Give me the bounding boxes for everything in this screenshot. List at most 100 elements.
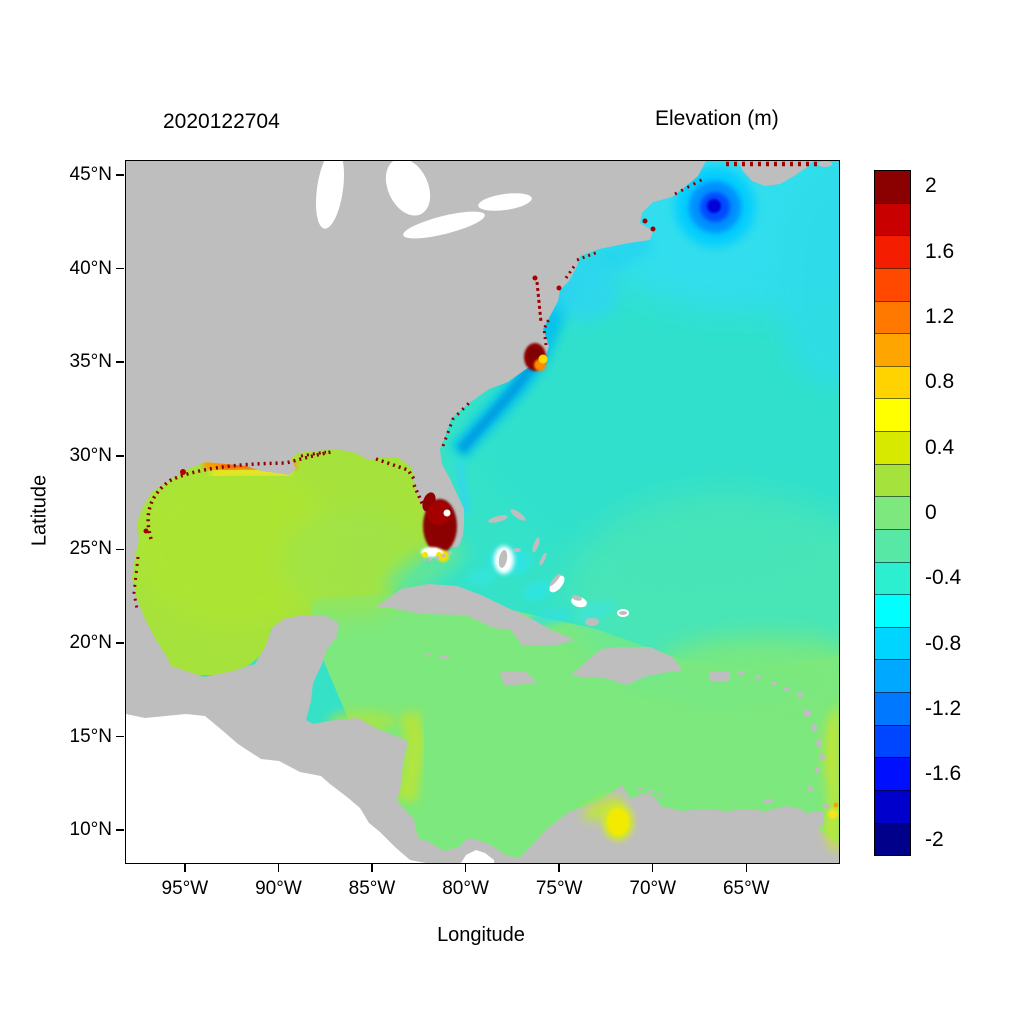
colorbar-cell: [875, 822, 910, 856]
lake-ontario: [478, 193, 532, 211]
colorbar-cell: [875, 171, 910, 203]
x-tick-label: 80°W: [442, 878, 489, 899]
turks: [619, 611, 627, 615]
colorbar-tick-label: 1.6: [925, 239, 955, 263]
colorbar-cell: [875, 202, 910, 236]
elevation-title: Elevation (m): [655, 107, 779, 130]
colorbar-cell: [875, 626, 910, 660]
colorbar-cell: [875, 431, 910, 464]
colorbar-cell: [875, 333, 910, 366]
colorbar-cell: [875, 659, 910, 692]
antigua: [797, 692, 803, 698]
hispaniola: [571, 647, 683, 685]
y-tick-label: 15°N: [69, 725, 112, 747]
y-tick-mark: [116, 548, 124, 551]
y-tick-mark: [116, 361, 124, 363]
map-svg: [126, 161, 839, 863]
colorbar-tick-label: 0.4: [925, 435, 955, 459]
cayman: [439, 655, 449, 659]
colorbar-cell: [875, 398, 910, 431]
x-tick-mark: [651, 864, 654, 872]
colorbar-cell: [875, 528, 910, 562]
colorbar-cell: [875, 594, 910, 627]
colorbar-tick-label: 1.2: [925, 305, 955, 328]
y-tick-label: 20°N: [69, 631, 112, 653]
colorbar-cell: [875, 235, 910, 268]
right-edge-elevated-strip: [823, 701, 839, 851]
x-tick-label: 95°W: [161, 878, 209, 899]
eleuthera: [532, 537, 540, 553]
colorbar-cell: [875, 463, 910, 497]
gulf-of-panama-no-data: [461, 850, 494, 863]
colorbar-tick-label: -2: [925, 827, 944, 851]
margarita: [763, 798, 773, 804]
grenada: [807, 786, 813, 792]
great-inagua: [585, 618, 599, 626]
trinidad: [809, 812, 824, 827]
x-tick-mark: [277, 864, 280, 872]
jamaica: [500, 672, 537, 686]
curacao: [646, 789, 654, 795]
y-tick-label: 45°N: [69, 163, 112, 185]
y-tick-label: 30°N: [69, 444, 112, 466]
ocean-elevation-field: [126, 161, 839, 863]
x-tick-label: 65°W: [722, 878, 770, 899]
colorbar-cell: [875, 365, 910, 399]
coastal-high-anomalies: [132, 161, 822, 841]
y-tick-label: 35°N: [69, 351, 112, 373]
x-tick-label: 90°W: [255, 878, 302, 899]
y-tick-mark: [116, 174, 124, 176]
grand-bahama: [488, 515, 508, 523]
colorbar-cell: [875, 724, 910, 758]
caribbean-region: [311, 591, 839, 863]
x-axis-label: Longitude: [437, 924, 525, 946]
colorbar-tick-label: 0.8: [925, 370, 955, 394]
x-tick-label: 75°W: [535, 878, 583, 899]
colorbar-cell: [875, 757, 910, 790]
colorbar-tick-label: 0: [925, 501, 937, 524]
y-tick-label: 40°N: [69, 257, 112, 279]
nova-scotia: [738, 161, 813, 186]
florida-keys: [423, 550, 453, 562]
y-tick-label: 25°N: [69, 538, 112, 560]
x-tick-mark: [558, 864, 560, 872]
y-tick-label: 10°N: [69, 819, 112, 841]
y-tick-mark: [116, 829, 124, 831]
gulf-of-maine-low-anomaly: [675, 167, 755, 247]
lake-michigan: [315, 161, 345, 229]
martinique: [816, 739, 822, 747]
andros: [498, 550, 508, 568]
y-tick-mark: [116, 455, 124, 457]
x-tick-label: 85°W: [348, 878, 396, 899]
colorbar-tick-label: 2: [925, 174, 937, 198]
colorbar-cell: [875, 789, 910, 823]
abaco: [510, 509, 526, 521]
pamlico-sound-high-anomaly: [524, 343, 548, 371]
colorbar-cell: [875, 300, 910, 334]
colorbar-tick-label: -1.6: [925, 762, 962, 786]
x-tick-mark: [745, 864, 748, 872]
x-tick-mark: [371, 864, 373, 872]
pacific-no-data-region: [126, 714, 426, 863]
cozumel: [332, 627, 338, 637]
land-masses: [126, 161, 839, 863]
map-plot: [125, 160, 840, 864]
colorbar-tick-label: -1.2: [925, 697, 962, 720]
timestamp-title: 2020122704: [163, 110, 280, 133]
tobago: [822, 803, 830, 809]
aruba: [637, 787, 643, 791]
y-axis-label: Latitude: [28, 474, 51, 547]
colorbar-tick-label: -0.4: [925, 566, 962, 590]
colorbar-tick-label: -0.8: [925, 631, 962, 655]
guadeloupe: [803, 709, 811, 717]
cuba: [375, 584, 575, 645]
lake-huron: [385, 161, 431, 216]
colorbar-cell: [875, 561, 910, 595]
colorbar-cell: [875, 267, 910, 301]
islands: [332, 161, 832, 827]
x-tick-mark: [464, 864, 467, 872]
y-tick-mark: [116, 735, 124, 738]
chesapeake-bay-highs: [535, 281, 543, 323]
x-tick-label: 70°W: [629, 878, 677, 899]
